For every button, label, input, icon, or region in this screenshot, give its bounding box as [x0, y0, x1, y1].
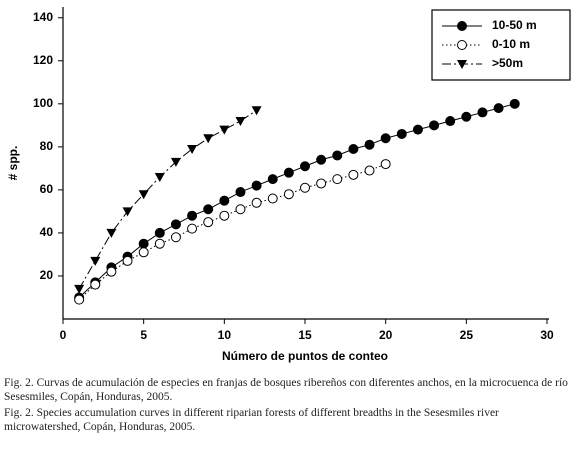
marker	[90, 279, 101, 290]
y-tick-label: 100	[33, 96, 53, 110]
marker	[364, 165, 375, 176]
marker	[251, 180, 262, 191]
marker	[170, 232, 181, 243]
series-line	[78, 109, 257, 290]
marker	[267, 193, 278, 204]
marker	[74, 294, 85, 305]
marker	[412, 124, 423, 135]
x-tick-label: 20	[379, 328, 393, 342]
marker	[283, 167, 294, 178]
marker	[396, 128, 407, 139]
marker	[203, 217, 214, 228]
y-tick-label: 20	[40, 268, 54, 282]
legend-marker	[457, 40, 467, 50]
x-tick-label: 25	[460, 328, 474, 342]
marker	[122, 207, 133, 217]
marker	[138, 238, 149, 249]
legend-label: 0-10 m	[492, 37, 530, 51]
marker	[170, 157, 181, 167]
marker	[461, 111, 472, 122]
marker	[170, 219, 181, 230]
series-line	[78, 103, 515, 298]
marker	[154, 238, 165, 249]
marker	[219, 125, 230, 135]
y-tick-label: 140	[33, 10, 53, 24]
legend-marker	[457, 60, 467, 69]
x-tick-label: 5	[140, 328, 147, 342]
marker	[235, 187, 246, 198]
marker	[74, 284, 85, 294]
marker	[429, 120, 440, 131]
marker	[187, 210, 198, 221]
marker	[219, 195, 230, 206]
marker	[251, 106, 262, 116]
marker	[235, 117, 246, 127]
marker	[332, 174, 343, 185]
caption-es: Fig. 2. Curvas de acumulación de especie…	[4, 377, 568, 403]
legend-label: 10-50 m	[492, 18, 537, 32]
marker	[348, 144, 359, 155]
series-line	[78, 163, 386, 300]
marker	[493, 103, 504, 114]
x-tick-label: 0	[60, 328, 67, 342]
legend-marker	[457, 21, 467, 31]
marker	[283, 189, 294, 200]
marker	[106, 228, 117, 238]
marker	[445, 116, 456, 127]
y-axis-label: # spp.	[6, 146, 20, 181]
marker	[477, 107, 488, 118]
y-tick-label: 40	[40, 225, 54, 239]
x-tick-label: 15	[298, 328, 312, 342]
marker	[251, 197, 262, 208]
marker	[235, 204, 246, 215]
marker	[203, 204, 214, 215]
marker	[122, 255, 133, 266]
marker	[187, 145, 198, 155]
marker	[348, 169, 359, 180]
marker	[138, 190, 149, 200]
marker	[380, 159, 391, 170]
marker	[509, 98, 520, 109]
marker	[138, 247, 149, 258]
legend-label: >50m	[492, 56, 523, 70]
y-tick-label: 120	[33, 53, 53, 67]
x-tick-label: 10	[218, 328, 232, 342]
marker	[90, 256, 101, 266]
y-tick-label: 80	[40, 139, 54, 153]
x-axis-label: Número de puntos de conteo	[222, 349, 388, 363]
marker	[300, 182, 310, 193]
marker	[316, 154, 327, 165]
marker	[154, 172, 165, 182]
marker	[300, 161, 310, 172]
caption-en: Fig. 2. Species accumulation curves in d…	[4, 407, 499, 433]
marker	[332, 150, 343, 161]
chart: 0 5 10 15 20 25 30 20 40 60 80 100 120 140 Número de p…	[6, 7, 571, 363]
marker	[106, 266, 117, 277]
marker	[154, 227, 165, 238]
marker	[380, 133, 391, 144]
marker	[203, 134, 214, 144]
x-tick-label: 30	[540, 328, 554, 342]
y-tick-label: 60	[40, 182, 54, 196]
marker	[219, 210, 230, 221]
marker	[364, 139, 375, 150]
marker	[316, 178, 327, 189]
marker	[267, 174, 278, 185]
marker	[187, 223, 198, 234]
